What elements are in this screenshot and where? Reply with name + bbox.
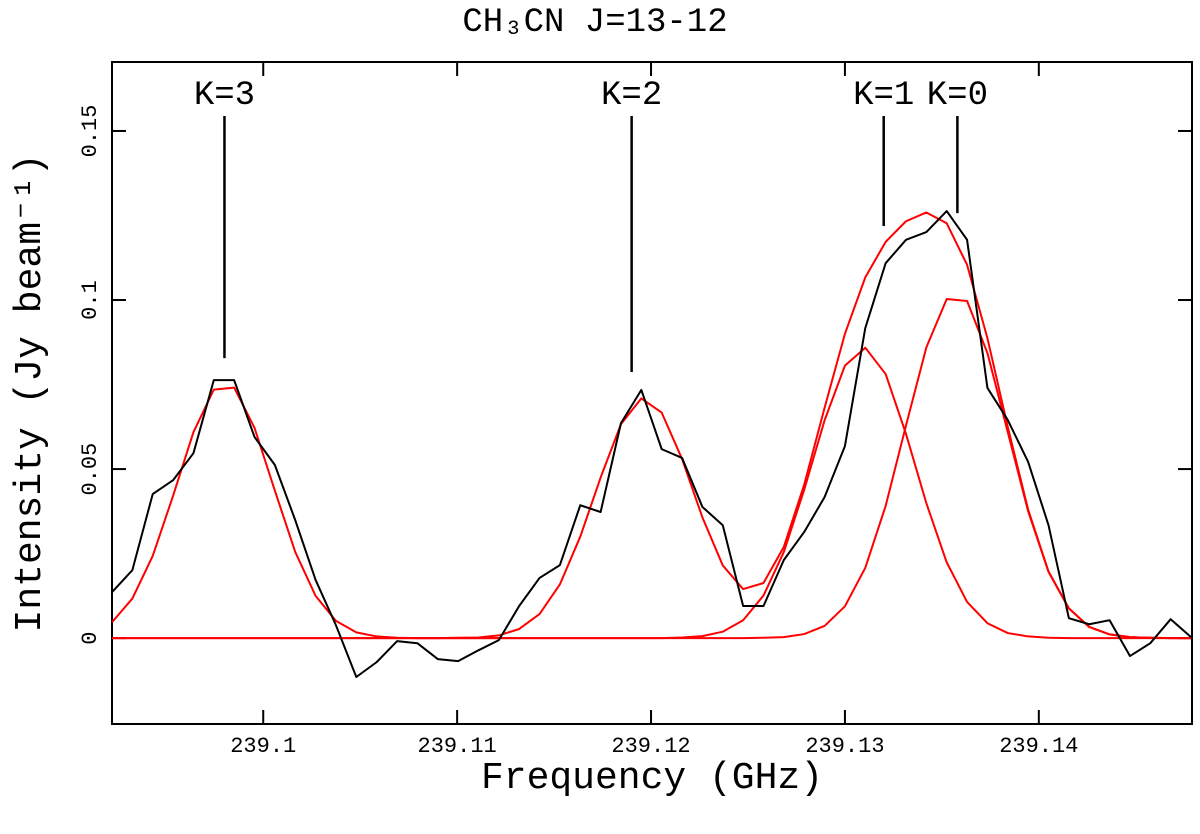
y-tick-label: 0.15 xyxy=(78,105,103,158)
x-axis-label: Frequency (GHz) xyxy=(481,757,823,800)
series-line xyxy=(112,298,1192,640)
x-tick-label: 239.12 xyxy=(611,734,690,759)
annotation-label: K=1 xyxy=(853,77,914,115)
series-line xyxy=(112,346,1192,640)
y-axis-label: Intensity (Jy beam⁻¹) xyxy=(9,154,52,633)
x-tick-label: 239.1 xyxy=(230,734,296,759)
y-tick-label: 0 xyxy=(78,632,103,645)
y-tick-label: 0.1 xyxy=(78,280,103,320)
plot-frame xyxy=(111,61,1193,725)
y-tick-label: 0.05 xyxy=(78,443,103,496)
annotation-label: K=2 xyxy=(601,77,662,115)
x-tick-label: 239.13 xyxy=(805,734,884,759)
annotation-label: K=3 xyxy=(194,77,255,115)
annotation-label: K=0 xyxy=(927,77,988,115)
chart-title: CH₃CN J=13-12 xyxy=(462,4,727,42)
series-line xyxy=(111,210,1192,679)
series-line xyxy=(111,211,1192,640)
x-tick-label: 239.14 xyxy=(999,734,1078,759)
x-tick-label: 239.11 xyxy=(418,734,497,759)
